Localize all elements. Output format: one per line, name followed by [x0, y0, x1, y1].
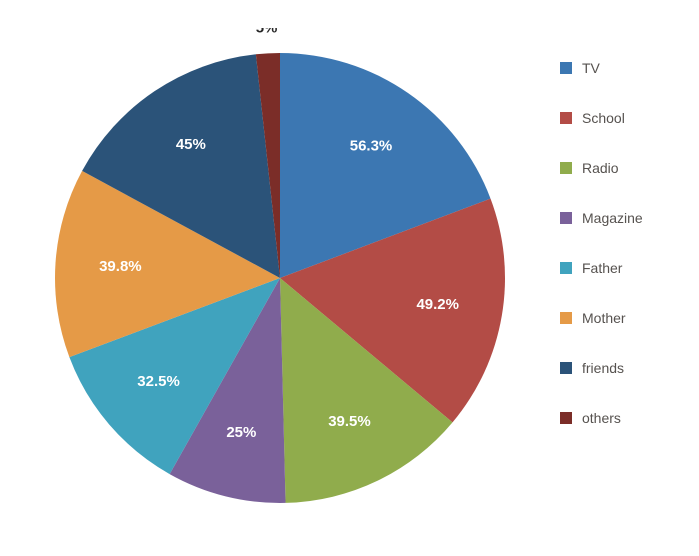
legend-label-friends: friends: [582, 360, 624, 376]
legend-item-tv: TV: [560, 60, 643, 76]
legend-label-others: others: [582, 410, 621, 426]
pie-label-magazine: 25%: [226, 424, 256, 441]
legend: TV School Radio Magazine Father Mother friends…: [560, 60, 643, 460]
pie-label-school: 49.2%: [416, 296, 459, 313]
legend-label-school: School: [582, 110, 625, 126]
legend-swatch-father: [560, 262, 572, 274]
pie-label-radio: 39.5%: [328, 413, 371, 430]
pie-chart: 56.3% 49.2% 39.5% 25% 32.5% 39.8% 45% 5%: [30, 28, 530, 528]
legend-item-others: others: [560, 410, 643, 426]
legend-label-father: Father: [582, 260, 622, 276]
pie-label-friends: 45%: [176, 136, 206, 153]
legend-item-radio: Radio: [560, 160, 643, 176]
legend-swatch-school: [560, 112, 572, 124]
pie-chart-container: 56.3% 49.2% 39.5% 25% 32.5% 39.8% 45% 5% TV Scho…: [0, 0, 699, 556]
legend-swatch-others: [560, 412, 572, 424]
legend-item-mother: Mother: [560, 310, 643, 326]
legend-label-tv: TV: [582, 60, 600, 76]
legend-swatch-tv: [560, 62, 572, 74]
pie-label-father: 32.5%: [137, 373, 180, 390]
legend-item-magazine: Magazine: [560, 210, 643, 226]
pie-label-tv: 56.3%: [350, 137, 393, 154]
pie-label-mother: 39.8%: [99, 258, 142, 275]
legend-swatch-magazine: [560, 212, 572, 224]
legend-swatch-radio: [560, 162, 572, 174]
legend-swatch-friends: [560, 362, 572, 374]
legend-item-school: School: [560, 110, 643, 126]
legend-label-radio: Radio: [582, 160, 619, 176]
legend-item-friends: friends: [560, 360, 643, 376]
legend-label-mother: Mother: [582, 310, 626, 326]
pie-label-others: 5%: [256, 28, 278, 36]
legend-label-magazine: Magazine: [582, 210, 643, 226]
legend-item-father: Father: [560, 260, 643, 276]
legend-swatch-mother: [560, 312, 572, 324]
